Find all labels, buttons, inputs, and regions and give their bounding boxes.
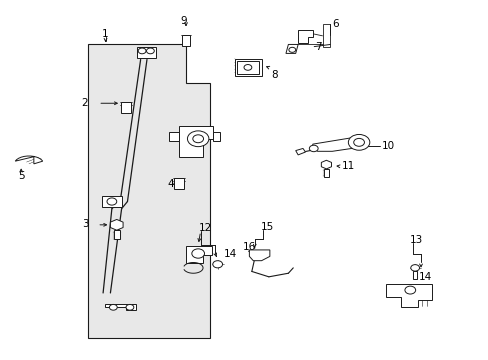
Circle shape xyxy=(187,131,208,147)
Polygon shape xyxy=(249,250,269,261)
Bar xyxy=(114,230,120,239)
Polygon shape xyxy=(110,220,123,230)
Polygon shape xyxy=(88,44,210,338)
Bar xyxy=(182,35,189,45)
Polygon shape xyxy=(385,284,431,307)
Circle shape xyxy=(109,305,117,310)
Circle shape xyxy=(192,135,203,143)
Text: 14: 14 xyxy=(224,248,237,258)
Polygon shape xyxy=(15,156,42,164)
Circle shape xyxy=(146,48,154,54)
Bar xyxy=(237,60,259,74)
Polygon shape xyxy=(104,304,136,310)
Text: 1: 1 xyxy=(102,30,109,39)
Text: 3: 3 xyxy=(81,219,88,229)
Circle shape xyxy=(126,305,134,310)
Text: 4: 4 xyxy=(167,179,173,189)
Text: 9: 9 xyxy=(180,17,186,27)
Text: 10: 10 xyxy=(381,141,394,151)
Circle shape xyxy=(288,47,295,52)
Circle shape xyxy=(347,134,369,150)
Polygon shape xyxy=(312,137,361,151)
Polygon shape xyxy=(185,246,211,263)
Circle shape xyxy=(309,145,318,152)
Circle shape xyxy=(138,48,146,54)
Polygon shape xyxy=(178,126,212,157)
Circle shape xyxy=(410,265,419,271)
Circle shape xyxy=(191,249,204,258)
Text: 8: 8 xyxy=(271,70,278,80)
Text: 12: 12 xyxy=(199,224,212,233)
Circle shape xyxy=(212,261,222,268)
Polygon shape xyxy=(102,196,122,207)
Bar xyxy=(322,24,329,47)
Polygon shape xyxy=(295,148,305,155)
Text: 15: 15 xyxy=(261,222,274,232)
Bar xyxy=(121,102,131,113)
Polygon shape xyxy=(298,30,312,42)
Bar xyxy=(137,47,156,58)
Circle shape xyxy=(353,138,364,146)
Bar xyxy=(324,169,328,177)
Bar xyxy=(234,59,261,76)
Polygon shape xyxy=(285,44,298,53)
Polygon shape xyxy=(168,132,178,140)
Text: 6: 6 xyxy=(332,19,338,29)
Text: 16: 16 xyxy=(242,242,256,252)
Circle shape xyxy=(244,64,251,70)
Text: 5: 5 xyxy=(18,171,24,181)
Polygon shape xyxy=(212,132,220,140)
Text: 2: 2 xyxy=(81,98,88,108)
Text: 13: 13 xyxy=(408,235,422,245)
Bar xyxy=(173,178,183,189)
Polygon shape xyxy=(321,160,331,169)
Text: 7: 7 xyxy=(314,42,321,51)
Bar xyxy=(412,271,416,279)
Text: 11: 11 xyxy=(342,161,355,171)
Text: 14: 14 xyxy=(418,272,431,282)
Circle shape xyxy=(404,286,415,294)
Circle shape xyxy=(107,198,117,205)
